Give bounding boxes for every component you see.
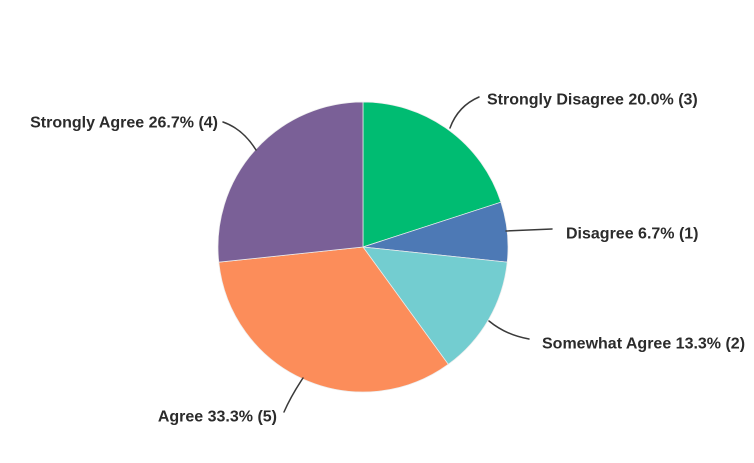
slice-label-agree: Agree 33.3% (5) bbox=[158, 409, 277, 426]
leader-line-agree bbox=[283, 377, 304, 413]
slice-label-strongly-agree: Strongly Agree 26.7% (4) bbox=[30, 115, 218, 132]
pie-slice-somewhat-agree bbox=[362, 246, 508, 365]
pie-slice-strongly-disagree bbox=[362, 101, 502, 248]
slice-label-disagree: Disagree 6.7% (1) bbox=[566, 226, 699, 243]
pie-slice-strongly-agree bbox=[217, 101, 364, 263]
slice-label-strongly-disagree: Strongly Disagree 20.0% (3) bbox=[487, 92, 698, 109]
leader-line-somewhat-agree bbox=[488, 320, 530, 340]
pie-slice-agree bbox=[218, 246, 449, 393]
slice-label-somewhat-agree: Somewhat Agree 13.3% (2) bbox=[542, 336, 745, 353]
leader-line-strongly-agree bbox=[222, 121, 257, 151]
leader-line-strongly-disagree bbox=[449, 96, 480, 129]
leader-line-disagree bbox=[505, 228, 553, 232]
